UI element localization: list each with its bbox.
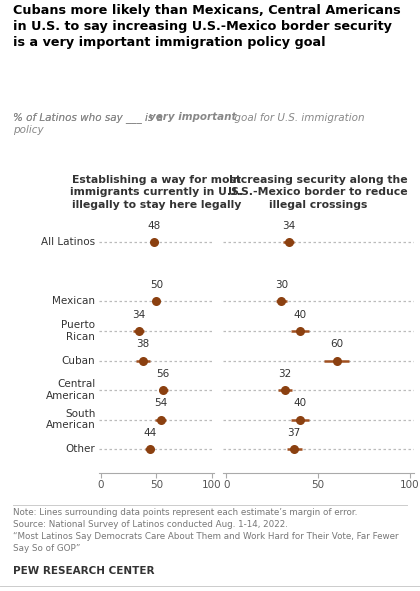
Text: Puerto
Rican: Puerto Rican	[61, 320, 95, 342]
Text: Cuban: Cuban	[62, 356, 95, 365]
Text: 54: 54	[154, 398, 168, 408]
Text: South
American: South American	[46, 409, 95, 430]
Text: Other: Other	[66, 444, 95, 454]
Text: PEW RESEARCH CENTER: PEW RESEARCH CENTER	[13, 566, 154, 576]
Text: 32: 32	[278, 369, 292, 379]
Text: 37: 37	[288, 428, 301, 438]
Text: 38: 38	[136, 339, 150, 349]
Text: 48: 48	[147, 221, 161, 231]
Text: 34: 34	[132, 310, 145, 320]
Text: All Latinos: All Latinos	[41, 238, 95, 247]
Text: Note: Lines surrounding data points represent each estimate’s margin of error.
S: Note: Lines surrounding data points repr…	[13, 508, 398, 553]
Text: 30: 30	[275, 280, 288, 290]
Text: 60: 60	[330, 339, 343, 349]
Text: Central
American: Central American	[46, 379, 95, 401]
Text: 34: 34	[282, 221, 295, 231]
Text: Increasing security along the
U.S.-Mexico border to reduce
illegal crossings: Increasing security along the U.S.-Mexic…	[228, 175, 408, 210]
Text: 56: 56	[157, 369, 170, 379]
Text: Cubans more likely than Mexicans, Central Americans
in U.S. to say increasing U.: Cubans more likely than Mexicans, Centra…	[13, 4, 400, 49]
Text: very important: very important	[149, 112, 236, 122]
Text: % of Latinos who say ___ is a                      goal for U.S. immigration
pol: % of Latinos who say ___ is a goal for U…	[13, 112, 364, 135]
Text: % of Latinos who say ___ is a: % of Latinos who say ___ is a	[13, 112, 166, 123]
Text: 40: 40	[293, 398, 306, 408]
Text: 44: 44	[143, 428, 156, 438]
Text: Mexican: Mexican	[52, 297, 95, 306]
Text: 50: 50	[150, 280, 163, 290]
Text: Establishing a way for most
immigrants currently in U.S.
illegally to stay here : Establishing a way for most immigrants c…	[70, 175, 243, 210]
Text: 40: 40	[293, 310, 306, 320]
